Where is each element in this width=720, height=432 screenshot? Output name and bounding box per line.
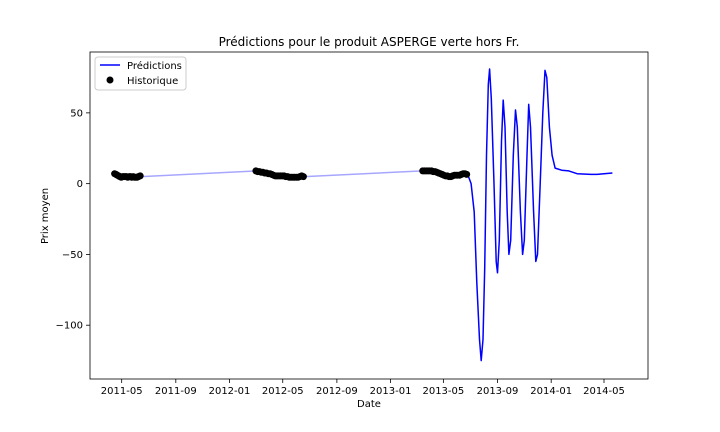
- x-tick-label: 2011-09: [155, 386, 197, 397]
- y-axis: 50 0 −50 −100: [56, 108, 90, 332]
- legend: Prédictions Historique: [94, 56, 187, 91]
- chart-title: Prédictions pour le produit ASPERGE vert…: [219, 35, 520, 49]
- x-tick-label: 2012-05: [262, 386, 304, 397]
- legend-label-predictions: Prédictions: [127, 60, 182, 72]
- x-tick-label: 2014-05: [583, 386, 625, 397]
- x-tick-label: 2012-09: [316, 386, 358, 397]
- historique-point: [299, 173, 307, 181]
- legend-marker-sample: [106, 76, 114, 84]
- legend-label-historique: Historique: [127, 76, 178, 87]
- x-tick-label: 2012-01: [209, 386, 251, 397]
- x-axis-label: Date: [357, 399, 381, 410]
- y-tick-label: 0: [77, 179, 83, 190]
- x-axis: 2011-05 2011-09 2012-01 2012-05 2012-09 2013-…: [101, 379, 625, 397]
- y-tick-label: −100: [56, 321, 83, 332]
- x-tick-label: 2013-09: [477, 386, 519, 397]
- plot-frame: [89, 51, 649, 380]
- y-tick-label: 50: [70, 108, 83, 119]
- x-tick-label: 2011-05: [101, 386, 143, 397]
- x-tick-label: 2013-01: [370, 386, 412, 397]
- historique-point: [463, 170, 471, 178]
- plot-border: [89, 51, 649, 380]
- x-tick-label: 2013-05: [422, 386, 464, 397]
- historique-point: [136, 172, 144, 180]
- x-tick-label: 2014-01: [530, 386, 572, 397]
- y-axis-label: Prix moyen: [40, 188, 51, 244]
- y-tick-label: −50: [62, 250, 83, 261]
- prediction-line-forecast: [465, 68, 613, 362]
- plot-area: [111, 68, 613, 362]
